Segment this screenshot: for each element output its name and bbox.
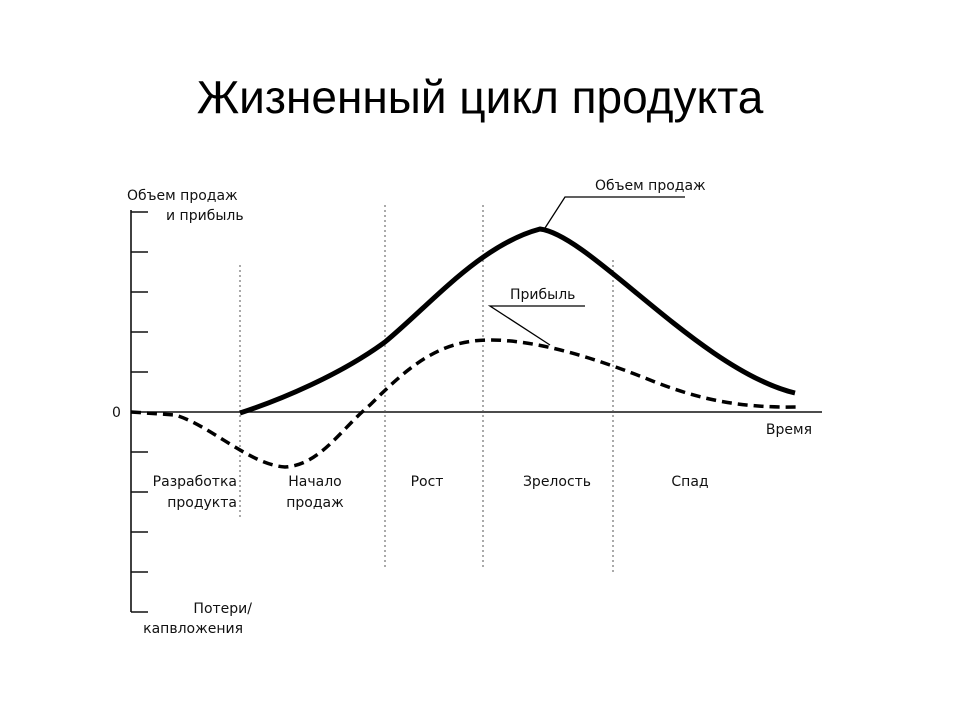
stage-label: Начало (288, 474, 341, 490)
stage-label: Спад (671, 474, 708, 490)
stage-label: продукта (167, 495, 237, 511)
axes (130, 210, 822, 613)
profit-label: Прибыль (510, 287, 575, 303)
y-top-label: Объем продаж (127, 188, 238, 204)
stage-label: продаж (286, 495, 344, 511)
y-bottom-label: капвложения (143, 621, 243, 637)
sales-label: Объем продаж (595, 178, 706, 194)
stage-label: Рост (411, 474, 444, 490)
profit-leader (487, 305, 585, 346)
stage-dividers (239, 205, 614, 575)
y-bottom-label: Потери/ (193, 601, 252, 617)
stage-label: Зрелость (523, 474, 591, 490)
axis-ticks (131, 211, 148, 613)
sales-curve (239, 226, 796, 416)
title: Жизненный цикл продукта (197, 71, 764, 123)
y-top-label: и прибыль (166, 208, 244, 224)
sales-leader (544, 196, 685, 229)
stage-label: Разработка (153, 474, 237, 490)
x-label: Время (766, 422, 812, 438)
profit-curve (130, 338, 801, 469)
zero-label: 0 (112, 405, 121, 421)
